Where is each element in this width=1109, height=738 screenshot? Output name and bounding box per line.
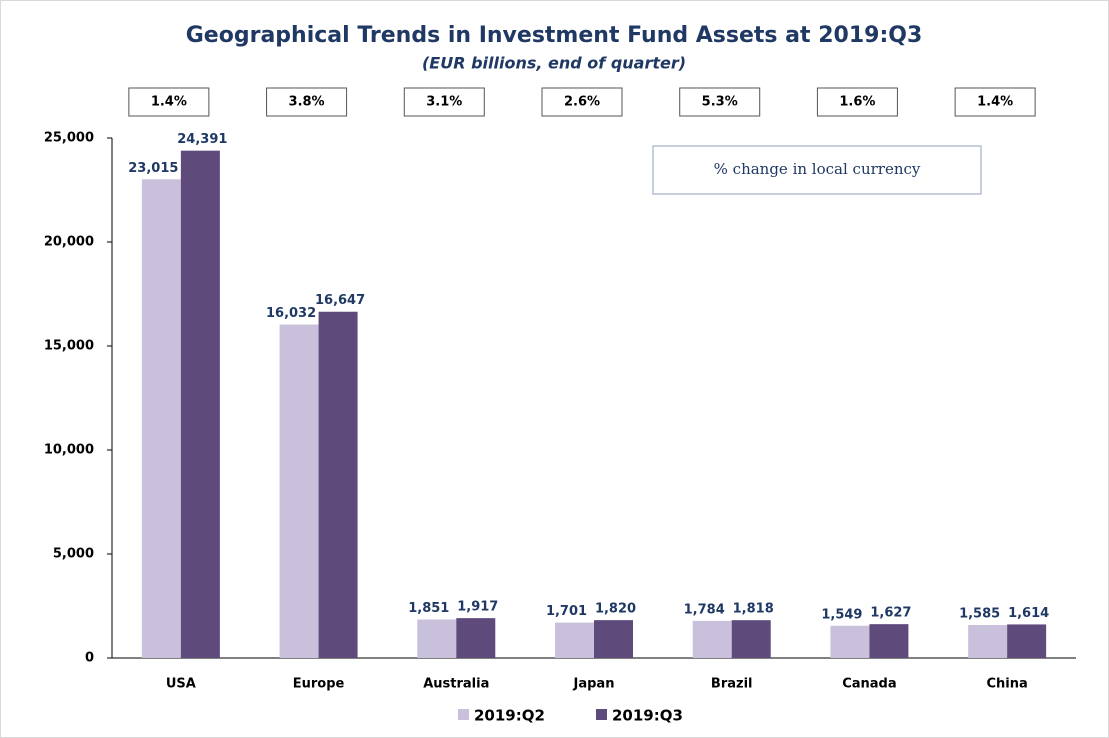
- bar: [141, 179, 181, 658]
- change-box: [541, 87, 623, 117]
- value-label: 1,585: [959, 607, 1000, 622]
- legend-label: 2019:Q2: [474, 707, 545, 725]
- annotation: % change in local currency: [714, 160, 921, 178]
- bar: [555, 622, 594, 658]
- legend-swatch: [596, 709, 607, 720]
- value-label: 1,818: [733, 602, 774, 617]
- x-tick-label: Canada: [842, 677, 896, 692]
- chart-subtitle: (EUR billions, end of quarter): [422, 54, 686, 73]
- value-label: 1,549: [821, 607, 862, 622]
- y-tick-label: 5,000: [53, 547, 94, 562]
- change-box: [954, 87, 1036, 117]
- annotation-box: [652, 145, 982, 195]
- bar: [180, 150, 220, 658]
- chart-title: Geographical Trends in Investment Fund A…: [186, 23, 923, 48]
- y-tick-label: 25,000: [44, 131, 94, 146]
- legend-swatch: [458, 709, 469, 720]
- change-label: 3.1%: [426, 95, 462, 110]
- change-box: [403, 87, 485, 117]
- value-label: 23,015: [128, 161, 178, 176]
- change-label: 1.6%: [839, 95, 875, 110]
- bar: [279, 324, 319, 658]
- bar: [869, 624, 909, 658]
- change-box: [128, 87, 210, 117]
- x-tick-label: Europe: [293, 677, 345, 692]
- bar: [318, 311, 358, 658]
- bar: [731, 620, 771, 658]
- bar: [1007, 624, 1047, 658]
- value-label: 1,820: [595, 602, 636, 617]
- x-tick-label: China: [987, 677, 1028, 692]
- value-label: 24,391: [177, 132, 227, 147]
- x-tick-label: Brazil: [711, 677, 753, 692]
- bar: [417, 619, 457, 658]
- bar: [692, 620, 732, 658]
- value-label: 1,701: [546, 604, 587, 619]
- value-label: 16,647: [315, 293, 365, 308]
- bar: [594, 620, 633, 658]
- value-label: 1,614: [1008, 606, 1049, 621]
- x-tick-label: USA: [166, 677, 196, 692]
- y-tick-label: 10,000: [44, 443, 94, 458]
- change-box: [266, 87, 348, 117]
- value-label: 16,032: [266, 306, 316, 321]
- change-label: 3.8%: [289, 95, 325, 110]
- change-label: 5.3%: [702, 95, 738, 110]
- value-label: 1,784: [684, 602, 725, 617]
- value-label: 1,627: [870, 606, 911, 621]
- change-box: [816, 87, 898, 117]
- bar: [830, 625, 870, 658]
- y-tick-label: 0: [85, 651, 94, 666]
- change-label: 2.6%: [564, 95, 600, 110]
- x-tick-label: Japan: [573, 677, 615, 692]
- y-tick-label: 15,000: [44, 339, 94, 354]
- change-box: [679, 87, 761, 117]
- change-label: 1.4%: [977, 95, 1013, 110]
- value-label: 1,917: [457, 600, 498, 615]
- y-tick-label: 20,000: [44, 235, 94, 250]
- bar: [968, 625, 1008, 658]
- x-tick-label: Australia: [423, 677, 489, 692]
- legend-label: 2019:Q3: [612, 707, 683, 725]
- change-label: 1.4%: [151, 95, 187, 110]
- bar: [456, 618, 496, 658]
- value-label: 1,851: [408, 601, 449, 616]
